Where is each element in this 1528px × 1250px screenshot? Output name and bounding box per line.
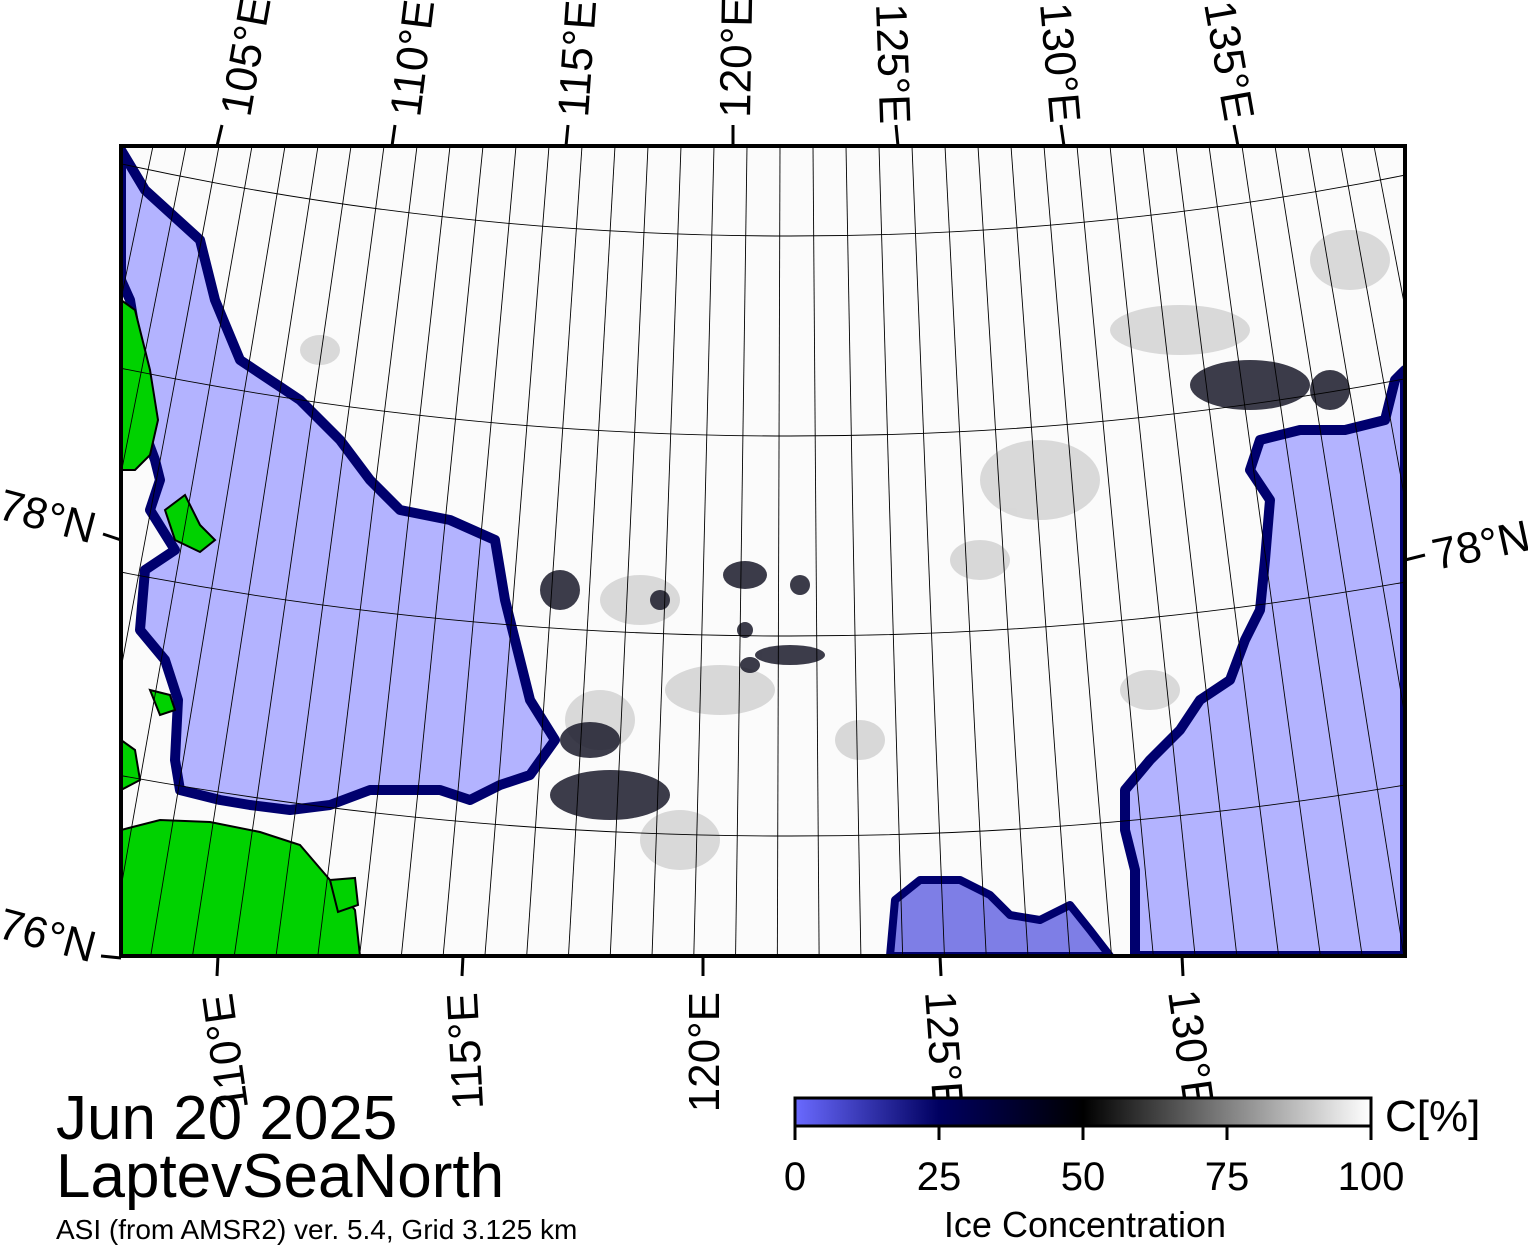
meridian-line [878, 146, 904, 956]
meridian-line [735, 146, 748, 956]
top-lon-label: 135°E [1194, 0, 1263, 124]
meridian-line [609, 146, 649, 956]
meridian-line [121, 146, 187, 477]
colorbar-tick-label: 100 [1337, 1155, 1405, 1199]
colorbar-title: Ice Concentration [943, 1204, 1227, 1245]
meridian-line [275, 146, 385, 956]
map-frame [119, 144, 1407, 958]
top-lon-label: 115°E [549, 0, 606, 119]
colorbar-tick-label: 0 [783, 1155, 807, 1199]
meridian-line [484, 146, 550, 956]
bottom-lon-label: 130°E [1158, 987, 1223, 1113]
top-lon-label: 120°E [711, 0, 762, 118]
meridian-line [526, 146, 583, 956]
product-description: ASI (from AMSR2) ver. 5.4, Grid 3.125 km [56, 1214, 578, 1245]
meridian-line [1175, 146, 1280, 956]
meridian-line [1142, 146, 1238, 956]
meridian-line [845, 146, 862, 956]
meridian-line [317, 146, 418, 956]
lat-ticks [100, 532, 1426, 960]
meridian-line [150, 146, 286, 956]
date-title: Jun 20 2025 [56, 1084, 398, 1153]
meridian-line [1109, 146, 1196, 956]
meridian-line [442, 146, 517, 956]
meridian-line [1010, 146, 1071, 956]
bottom-lon-label: 120°E [680, 992, 729, 1112]
top-lon-label: 110°E [381, 0, 444, 119]
meridian-line [776, 146, 781, 956]
lat-label-left: 78°N [0, 480, 101, 553]
meridian-line [1043, 146, 1112, 956]
graticule [121, 146, 1405, 956]
bottom-lon-ticks [215, 955, 1185, 977]
meridian-line [693, 146, 715, 956]
meridian-line [977, 146, 1029, 956]
meridian-line [400, 146, 484, 956]
meridian-line [121, 146, 154, 302]
meridian-line [1340, 146, 1405, 503]
meridian-line [911, 146, 945, 956]
colorbar-tick-label: 25 [916, 1155, 962, 1199]
meridian-line [812, 146, 820, 956]
meridian-line [1076, 146, 1154, 956]
meridian-line [233, 146, 352, 956]
meridian-line [1274, 146, 1405, 956]
top-lon-label: 105°E [212, 0, 281, 120]
meridian-line [1373, 146, 1405, 311]
colorbar-ticks [793, 1126, 1373, 1140]
meridian-line [1307, 146, 1405, 720]
meridian-line [1208, 146, 1321, 956]
top-lon-label: 130°E [1030, 1, 1089, 125]
open-water-south [886, 876, 1114, 956]
colorbar-unit: C[%] [1385, 1092, 1481, 1141]
top-lon-label: 125°E [866, 3, 919, 125]
colorbar-tick-label: 75 [1204, 1155, 1250, 1199]
open-water-west [121, 146, 560, 815]
meridian-line [568, 146, 616, 956]
lat-label-left: 76°N [0, 899, 101, 972]
meridian-line [651, 146, 682, 956]
bottom-lon-label: 115°E [438, 991, 493, 1110]
open-water-east [1120, 365, 1405, 956]
top-lon-ticks [215, 124, 1240, 147]
meridian-line [192, 146, 319, 956]
lat-label-right: 78°N [1428, 511, 1528, 579]
meridian-line [944, 146, 987, 956]
meridian-line [359, 146, 451, 956]
meridian-line [121, 146, 253, 891]
region-title: LaptevSeaNorth [56, 1142, 505, 1211]
meridian-line [1241, 146, 1363, 956]
bottom-lon-label: 125°E [915, 989, 972, 1112]
meridian-line [121, 146, 220, 672]
land [121, 298, 362, 956]
colorbar-tick-label: 50 [1060, 1155, 1106, 1199]
colorbar [793, 1096, 1373, 1128]
